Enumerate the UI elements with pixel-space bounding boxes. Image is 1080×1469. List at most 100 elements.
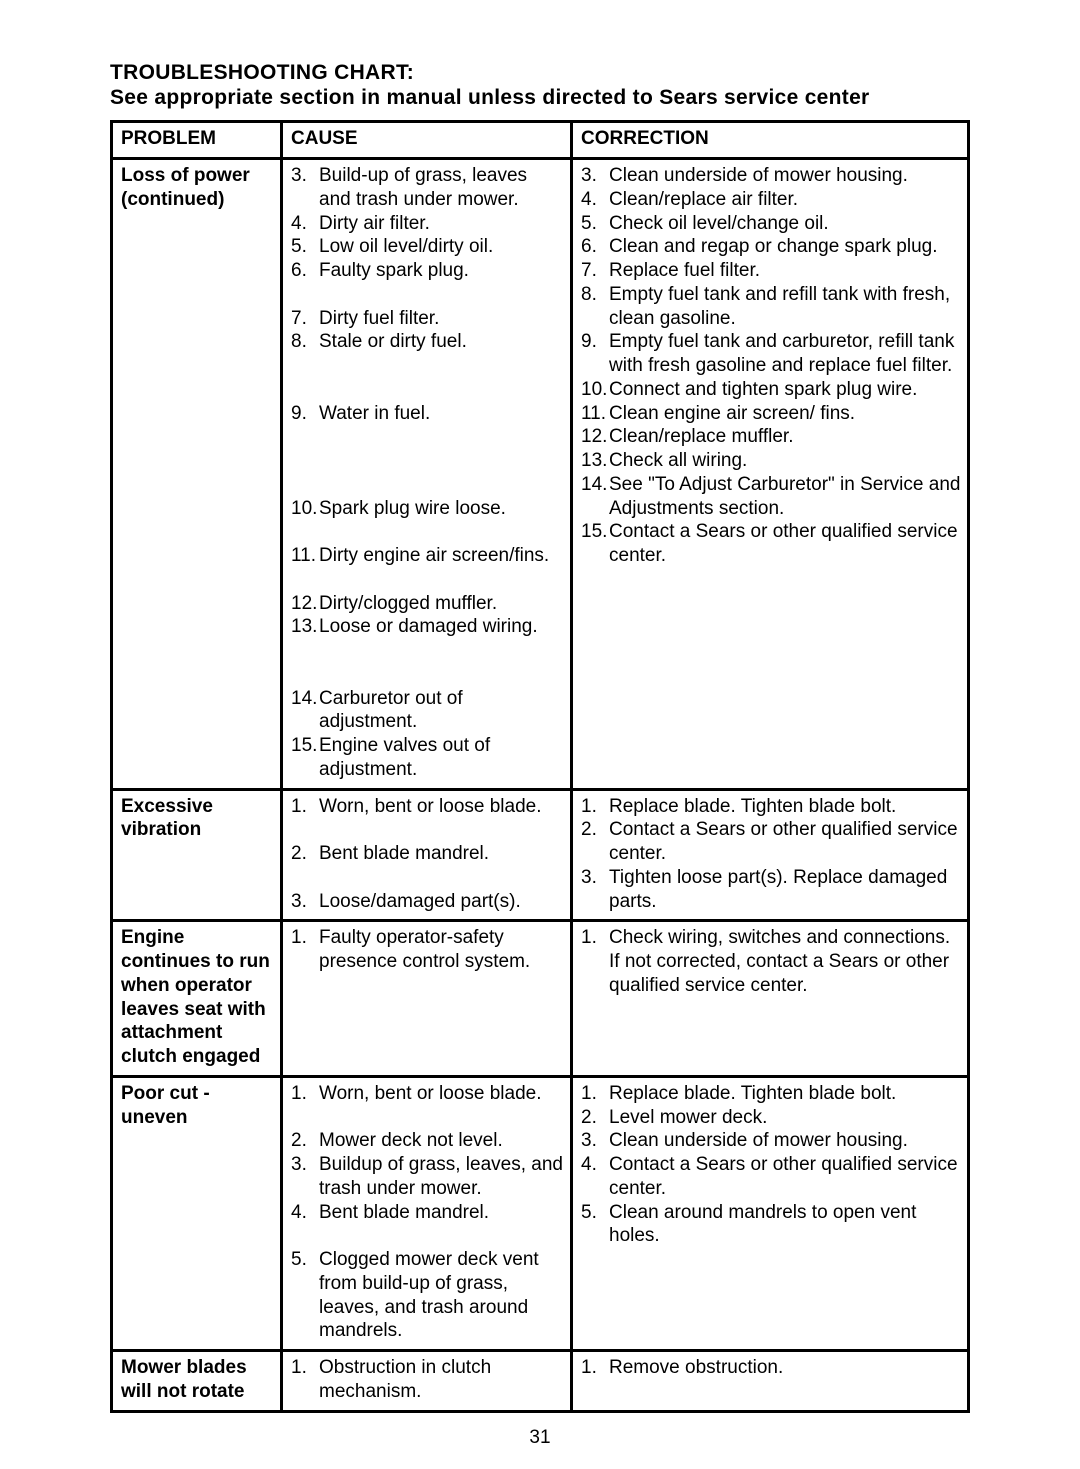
list-item: 11.Clean engine air screen/ fins.	[581, 402, 961, 426]
list-item-number: 1.	[581, 1082, 597, 1106]
problem-cell: Excessive vibration	[112, 789, 282, 921]
table-row: Engine continues to run when operator le…	[112, 921, 969, 1077]
list-item-number: 9.	[581, 330, 597, 354]
correction-cell: 1.Remove obstruction.	[572, 1351, 969, 1412]
list-item-text: Build-up of grass, leaves and trash unde…	[319, 165, 527, 210]
list-item: 1.Replace blade. Tighten blade bolt.	[581, 795, 961, 819]
page-number: 31	[110, 1427, 970, 1449]
problem-cell: Loss of power (continued)	[112, 159, 282, 790]
list-item: 12.Dirty/clogged muffler.	[291, 592, 564, 616]
list-item-number: 10.	[581, 378, 607, 402]
list-item-text: Check wiring, switches and connections. …	[609, 927, 950, 996]
list-item: 3. Clean underside of mower housing.	[581, 164, 961, 188]
list-item: 10.Connect and tighten spark plug wire.	[581, 378, 961, 402]
problem-cell: Poor cut - uneven	[112, 1076, 282, 1350]
list-item-number: 3.	[581, 164, 597, 188]
list-item-text: Clean engine air screen/ fins.	[609, 403, 855, 424]
list-item: 5.Check oil level/change oil.	[581, 212, 961, 236]
cause-cell: 1.Worn, bent or loose blade. 2.Bent blad…	[282, 789, 572, 921]
list-item-number: 2.	[291, 842, 307, 866]
list-item-text: Worn, bent or loose blade.	[319, 1083, 542, 1104]
list-item-number: 1.	[291, 1082, 307, 1106]
list-item-text: Faulty spark plug.	[319, 260, 469, 281]
list-item: 5.Low oil level/dirty oil.	[291, 235, 564, 259]
list-item-text: Tighten loose part(s). Replace damaged p…	[609, 867, 947, 912]
numbered-list: 3. Build-up of grass, leaves and trash un…	[291, 164, 564, 782]
list-item: 1.Faulty operator-safety presence contro…	[291, 926, 564, 974]
problem-cell: Engine continues to run when operator le…	[112, 921, 282, 1077]
list-item-text: Dirty air filter.	[319, 213, 430, 234]
list-item-number: 8.	[291, 330, 307, 354]
list-item-number: 3.	[291, 1153, 307, 1177]
list-item-text: Clean/replace muffler.	[609, 426, 793, 447]
list-item: 2.Contact a Sears or other qualified ser…	[581, 818, 961, 866]
list-item-number: 4.	[291, 1201, 307, 1225]
list-item-number: 12.	[581, 425, 607, 449]
col-header-correction: CORRECTION	[572, 122, 969, 159]
list-item-text: Level mower deck.	[609, 1107, 767, 1128]
list-item-text: Loose/damaged part(s).	[319, 891, 521, 912]
list-item-text: Loose or damaged wiring.	[319, 616, 538, 637]
page: TROUBLESHOOTING CHART: See appropriate s…	[0, 0, 1080, 1469]
numbered-list: 3.Clean underside of mower housing.4.Cle…	[581, 164, 961, 568]
table-row: Poor cut - uneven 1. Worn, bent or loose b…	[112, 1076, 969, 1350]
correction-cell: 1.Replace blade. Tighten blade bolt.2. Le…	[572, 1076, 969, 1350]
list-item-text: Low oil level/dirty oil.	[319, 236, 493, 257]
list-item: 4.Bent blade mandrel.	[291, 1201, 564, 1249]
list-item: 7.Dirty fuel filter.	[291, 307, 564, 331]
list-item-number: 6.	[291, 259, 307, 283]
numbered-list: 1. Check wiring, switches and connections…	[581, 926, 961, 997]
list-item-number: 14.	[581, 473, 607, 497]
list-item-text: Contact a Sears or other qualified servi…	[609, 819, 958, 864]
list-item: 13.Loose or damaged wiring.	[291, 615, 564, 686]
list-item: 2.Mower deck not level.	[291, 1129, 564, 1153]
list-item-number: 6.	[581, 235, 597, 259]
list-item: 3. Build-up of grass, leaves and trash un…	[291, 164, 564, 212]
list-item: 3.Tighten loose part(s). Replace damaged…	[581, 866, 961, 914]
list-item-number: 4.	[581, 1153, 597, 1177]
list-item-text: Water in fuel.	[319, 403, 430, 424]
list-item-text: Bent blade mandrel.	[319, 843, 489, 864]
table-row: Excessive vibration1.Worn, bent or loose…	[112, 789, 969, 921]
list-item: 1.Remove obstruction.	[581, 1356, 961, 1380]
list-item-text: See "To Adjust Carburetor" in Service an…	[609, 474, 960, 519]
list-item: 3.Loose/damaged part(s).	[291, 890, 564, 914]
list-item-text: Spark plug wire loose.	[319, 498, 506, 519]
list-item: 11.Dirty engine air screen/fins.	[291, 544, 564, 592]
list-item-number: 5.	[581, 1201, 597, 1225]
list-item-number: 11.	[581, 402, 606, 426]
list-item-text: Empty fuel tank and carburetor, refill t…	[609, 331, 954, 376]
list-item-number: 10.	[291, 497, 317, 521]
list-item-text: Faulty operator-safety presence control …	[319, 927, 530, 972]
chart-title-line-2: See appropriate section in manual unless…	[110, 85, 970, 110]
list-item-number: 1.	[291, 1356, 307, 1380]
list-item: 2. Level mower deck.	[581, 1106, 961, 1130]
list-item: 4.Dirty air filter.	[291, 212, 564, 236]
list-item-text: Connect and tighten spark plug wire.	[609, 379, 917, 400]
list-item: 8.Empty fuel tank and refill tank with f…	[581, 283, 961, 331]
list-item: 1.Replace blade. Tighten blade bolt.	[581, 1082, 961, 1106]
list-item-text: Dirty/clogged muffler.	[319, 593, 497, 614]
cause-cell: 1.Faulty operator-safety presence contro…	[282, 921, 572, 1077]
numbered-list: 1.Replace blade. Tighten blade bolt.2.Co…	[581, 795, 961, 914]
numbered-list: 1.Faulty operator-safety presence contro…	[291, 926, 564, 974]
list-item-text: Dirty fuel filter.	[319, 308, 439, 329]
list-item-number: 1.	[581, 926, 597, 950]
list-item-number: 3.	[291, 164, 307, 188]
list-item-number: 14.	[291, 687, 317, 711]
list-item: 7.Replace fuel filter.	[581, 259, 961, 283]
list-item: 8. Stale or dirty fuel.	[291, 330, 564, 401]
list-item-text: Empty fuel tank and refill tank with fre…	[609, 284, 950, 329]
list-item-text: Stale or dirty fuel.	[319, 331, 467, 352]
list-item: 9. Water in fuel.	[291, 402, 564, 497]
list-item-number: 2.	[581, 1106, 597, 1130]
list-item-text: Clean underside of mower housing.	[609, 165, 908, 186]
list-item-number: 13.	[581, 449, 607, 473]
list-item-text: Check oil level/change oil.	[609, 213, 829, 234]
list-item: 1. Check wiring, switches and connections…	[581, 926, 961, 997]
list-item: 9. Empty fuel tank and carburetor, refill…	[581, 330, 961, 378]
list-item: 1. Worn, bent or loose blade.	[291, 1082, 564, 1130]
list-item: 6.Clean and regap or change spark plug.	[581, 235, 961, 259]
list-item-number: 9.	[291, 402, 307, 426]
numbered-list: 1. Worn, bent or loose blade. 2.Mower dec…	[291, 1082, 564, 1343]
